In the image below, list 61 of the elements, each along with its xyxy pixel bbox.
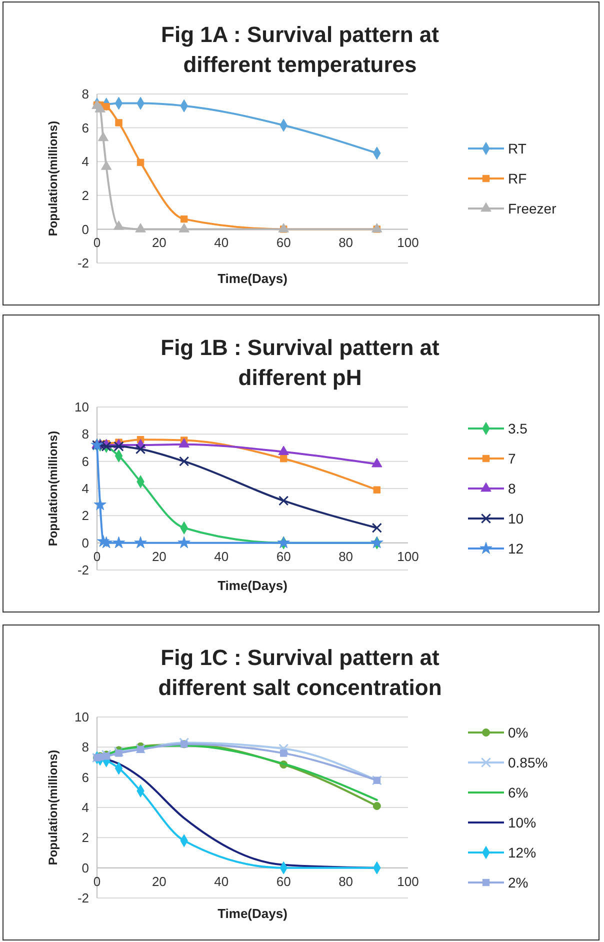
y-axis-title: Population(millions) <box>46 120 60 236</box>
x-tick-label: 20 <box>152 548 166 564</box>
y-tick-label: 2 <box>82 508 89 524</box>
chart-title: Fig 1C : Survival pattern at different salt concentration <box>158 645 442 700</box>
x-axis-title: Time(Days) <box>218 906 288 921</box>
legend-label: 0% <box>508 724 528 740</box>
legend-label: 8 <box>508 480 516 496</box>
x-tick-label: 40 <box>214 548 229 564</box>
x-tick-label: 20 <box>152 874 166 889</box>
legend-label: 10 <box>508 510 524 526</box>
x-tick-label: 80 <box>338 235 354 250</box>
y-tick-label: 0 <box>82 535 89 550</box>
y-tick-label: 6 <box>82 120 89 136</box>
legend-label: 10% <box>508 814 536 830</box>
legend-label: 6% <box>508 784 528 800</box>
y-axis-title: Population(millions) <box>46 430 60 546</box>
x-tick-label: 0 <box>93 235 101 250</box>
x-tick-label: 80 <box>338 548 354 564</box>
x-tick-label: 100 <box>397 548 419 564</box>
x-tick-label: 0 <box>93 874 101 889</box>
x-tick-label: 40 <box>214 235 229 250</box>
x-tick-label: 0 <box>93 548 101 564</box>
legend-label: 12% <box>508 844 536 860</box>
y-tick-label: 10 <box>74 710 89 725</box>
x-tick-label: 20 <box>152 235 166 250</box>
y-tick-label: 10 <box>74 400 89 415</box>
x-axis-title: Time(Days) <box>218 578 288 593</box>
y-tick-label: 8 <box>82 740 89 755</box>
y-tick-label: 4 <box>82 800 89 816</box>
y-tick-label: -2 <box>77 256 89 271</box>
y-tick-label: 0 <box>82 860 89 876</box>
x-tick-label: 80 <box>338 874 354 889</box>
chart-title: Fig 1B : Survival pattern at different pH <box>160 335 440 390</box>
y-tick-label: -2 <box>77 562 89 578</box>
legend-label: 3.5 <box>508 420 528 436</box>
y-tick-label: 4 <box>82 154 89 170</box>
y-tick-label: 6 <box>82 770 89 785</box>
legend-label: RT <box>508 140 527 156</box>
legend-label: 0.85% <box>508 754 548 770</box>
y-tick-label: 4 <box>82 481 89 496</box>
x-axis-title: Time(Days) <box>218 271 288 286</box>
legend-label: 2% <box>508 874 528 890</box>
chart-title: Fig 1A : Survival pattern at different temperatures <box>161 22 440 77</box>
legend-label: 12 <box>508 540 524 556</box>
legend-label: RF <box>508 170 527 186</box>
y-tick-label: 0 <box>82 222 89 237</box>
y-axis-title: Population(millions) <box>46 750 60 866</box>
y-tick-label: 8 <box>82 426 89 442</box>
x-tick-label: 100 <box>397 235 419 250</box>
x-tick-label: 60 <box>276 874 291 889</box>
y-tick-label: -2 <box>77 890 89 906</box>
y-tick-label: 8 <box>82 86 89 102</box>
x-tick-label: 100 <box>397 874 419 889</box>
x-tick-label: 60 <box>276 235 291 250</box>
y-tick-label: 2 <box>82 830 89 846</box>
x-tick-label: 40 <box>214 874 229 889</box>
y-tick-label: 6 <box>82 454 89 469</box>
legend-label: 7 <box>508 450 516 466</box>
legend-label: Freezer <box>508 200 557 216</box>
y-tick-label: 2 <box>82 188 89 203</box>
x-tick-label: 60 <box>276 548 291 564</box>
